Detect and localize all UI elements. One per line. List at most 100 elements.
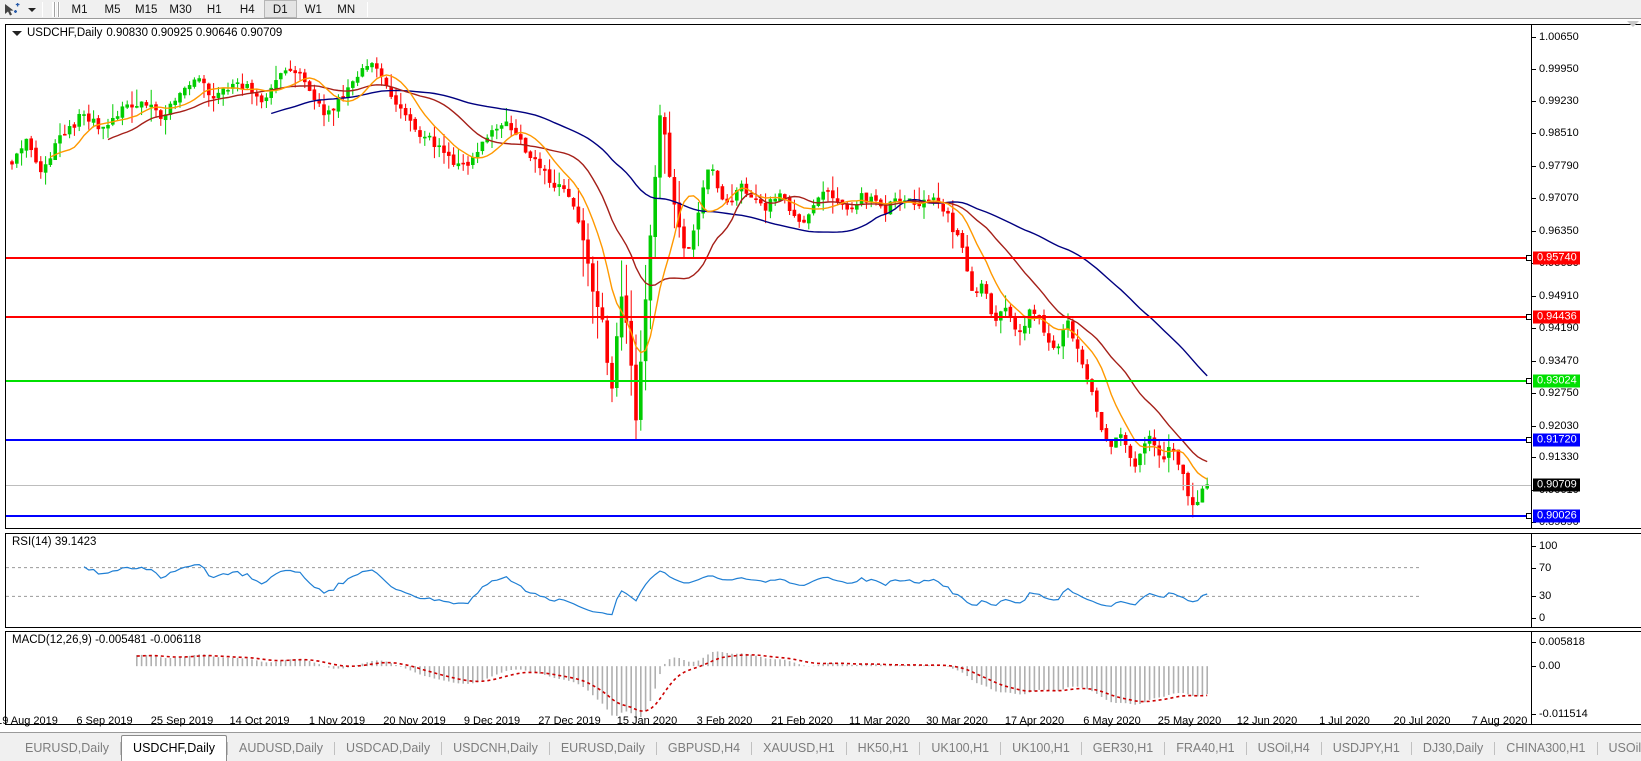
toolbar-separator-2 — [366, 1, 368, 17]
time-axis-label: 21 Feb 2020 — [771, 715, 833, 727]
chart-tab-ger30-h1[interactable]: GER30,H1 — [1092, 741, 1154, 755]
chart-tab-usoil-h1[interactable]: USOil,H1 — [1608, 741, 1641, 755]
pane-collapse-icon[interactable] — [12, 30, 22, 36]
level-line-anchor[interactable] — [1526, 377, 1531, 384]
chart-tab-usdjpy-h1[interactable]: USDJPY,H1 — [1332, 741, 1400, 755]
timeframe-button-w1[interactable]: W1 — [304, 4, 322, 16]
chart-tab-fra40-h1[interactable]: FRA40,H1 — [1176, 741, 1235, 755]
price-plot-area[interactable] — [6, 25, 1531, 528]
price-scale[interactable]: 1.00650 0.99950 0.99230 0.98510 0.97790 0.970… — [1531, 25, 1641, 528]
chart-tab-uk100-h1[interactable]: UK100,H1 — [1012, 741, 1070, 755]
price-tick-label: 0.99230 — [1539, 95, 1579, 107]
chart-tab-audusd-daily[interactable]: AUDUSD,Daily — [239, 741, 324, 755]
tab-divider — [1410, 742, 1412, 755]
last-price-line — [6, 485, 1531, 487]
chart-tab-eurusd-daily[interactable]: EURUSD,Daily — [25, 741, 110, 755]
price-pane[interactable]: USDCHF,Daily 0.90830 0.90925 0.90646 0.9… — [5, 24, 1641, 529]
time-axis-label: 9 Dec 2019 — [463, 715, 521, 727]
chart-tab-china300-h1[interactable]: CHINA300,H1 — [1506, 741, 1586, 755]
crosshair-cursor-icon[interactable] — [1, 1, 25, 18]
toolbar-grip[interactable] — [52, 1, 60, 17]
time-axis-label: 1 Nov 2019 — [308, 715, 366, 727]
level-line-anchor[interactable] — [1526, 255, 1531, 262]
chart-ohlc-label: 0.90830 0.90925 0.90646 0.90709 — [106, 27, 283, 39]
chart-tab-eurusd-daily[interactable]: EURUSD,Daily — [560, 741, 645, 755]
price-tick-label: 0.98510 — [1539, 127, 1579, 140]
rsi-tick — [1532, 596, 1536, 598]
time-axis-label: 20 Jul 2020 — [1393, 715, 1451, 727]
timeframe-button-m5[interactable]: M5 — [104, 4, 121, 16]
chart-tab-usdcnh-daily[interactable]: USDCNH,Daily — [453, 741, 538, 755]
macd-pane-header: MACD(12,26,9) -0.005481 -0.006118 — [12, 634, 201, 646]
price-tick — [1532, 165, 1536, 167]
chart-toolbar: M1 M5 M15 M30 H1 H4 D1 W1 MN — [0, 0, 1641, 19]
timeframe-button-m1[interactable]: M1 — [71, 4, 88, 16]
timeframe-button-mn[interactable]: MN — [337, 4, 356, 16]
chart-scroll-indicator[interactable] — [1627, 21, 1639, 27]
level-line-support-4[interactable] — [6, 512, 1531, 519]
rsi-scale: 100 70 30 0 — [1531, 534, 1641, 627]
level-line-anchor[interactable] — [1526, 512, 1531, 519]
chart-tab-usoil-h4[interactable]: USOil,H4 — [1257, 741, 1310, 755]
level-line-anchor[interactable] — [1526, 436, 1531, 443]
chart-frame: USDCHF,Daily 0.90830 0.90925 0.90646 0.9… — [0, 19, 1641, 725]
level-line-pivot-2[interactable] — [6, 377, 1531, 384]
chart-tab-dj30-daily[interactable]: DJ30,Daily — [1422, 741, 1484, 755]
price-candles-svg — [10, 57, 1209, 518]
chart-tab-usdchf-daily[interactable]: USDCHF,Daily — [121, 735, 227, 761]
level-price-tag-4[interactable]: 0.90026 — [1533, 509, 1580, 523]
chart-tab-xauusd-h1[interactable]: XAUUSD,H1 — [763, 741, 835, 755]
timeframe-button-h1[interactable]: H1 — [206, 4, 222, 16]
price-tick-label: 0.96350 — [1539, 224, 1579, 237]
time-axis-label: 7 Aug 2020 — [1471, 715, 1528, 727]
cursor-dropdown-icon[interactable] — [25, 1, 38, 18]
rsi-tick-label: 0 — [1539, 612, 1546, 624]
chart-symbol-label: USDCHF,Daily — [27, 27, 103, 39]
rsi-line-svg — [6, 563, 1422, 616]
tab-divider — [845, 742, 847, 755]
chart-tab-hk50-h1[interactable]: HK50,H1 — [857, 741, 909, 755]
rsi-pane-header: RSI(14) 39.1423 — [12, 536, 96, 548]
chart-tabs: EURUSD,Daily USDCHF,Daily AUDUSD,Daily USDC… — [14, 735, 1641, 761]
level-price-tag-1[interactable]: 0.94436 — [1533, 310, 1580, 324]
tab-divider — [1000, 742, 1002, 755]
price-tick — [1532, 457, 1536, 459]
timeframe-button-m30[interactable]: M30 — [169, 4, 192, 16]
tab-divider — [1320, 742, 1322, 755]
macd-histogram-svg — [136, 651, 1208, 719]
price-tick — [1532, 522, 1536, 523]
level-line-support-3[interactable] — [6, 436, 1531, 443]
macd-tick — [1532, 714, 1536, 715]
chart-tab-gbpusd-h4[interactable]: GBPUSD,H4 — [667, 741, 741, 755]
rsi-tick — [1532, 618, 1536, 619]
tab-divider — [1080, 742, 1082, 755]
level-price-tag-3[interactable]: 0.91720 — [1533, 433, 1580, 446]
tab-divider — [227, 742, 228, 755]
price-tick-label: 1.00650 — [1539, 31, 1579, 43]
timeframe-button-m15[interactable]: M15 — [135, 4, 158, 16]
rsi-pane[interactable]: RSI(14) 39.1423 100 70 30 0 — [5, 533, 1641, 628]
time-axis-label: 6 May 2020 — [1083, 715, 1141, 727]
price-tick-label: 0.94190 — [1539, 322, 1579, 335]
price-tick — [1532, 393, 1536, 395]
rsi-plot-area[interactable] — [6, 534, 1531, 627]
level-line-anchor[interactable] — [1526, 314, 1531, 321]
macd-plot-area[interactable] — [6, 632, 1531, 724]
level-price-tag-2[interactable]: 0.93024 — [1533, 374, 1580, 388]
tab-divider — [1494, 742, 1496, 755]
macd-tick — [1532, 642, 1536, 643]
timeframe-button-d1[interactable]: D1 — [263, 0, 297, 18]
chart-tab-usdcad-daily[interactable]: USDCAD,Daily — [346, 741, 431, 755]
level-line-resistance-0[interactable] — [6, 255, 1531, 262]
rsi-tick — [1532, 546, 1536, 547]
tab-divider — [120, 742, 122, 755]
level-price-tag-0[interactable]: 0.95740 — [1533, 251, 1580, 265]
rsi-tick — [1532, 567, 1536, 569]
macd-pane[interactable]: MACD(12,26,9) -0.005481 -0.006118 0.0058… — [5, 631, 1641, 725]
chart-tab-uk100-h1[interactable]: UK100,H1 — [931, 741, 990, 755]
tab-divider — [751, 742, 753, 755]
timeframe-button-h4[interactable]: H4 — [239, 4, 255, 16]
level-line-resistance-1[interactable] — [6, 314, 1531, 321]
macd-tick-label: 0.00 — [1539, 660, 1561, 673]
time-axis-label: 17 Apr 2020 — [1004, 715, 1065, 727]
